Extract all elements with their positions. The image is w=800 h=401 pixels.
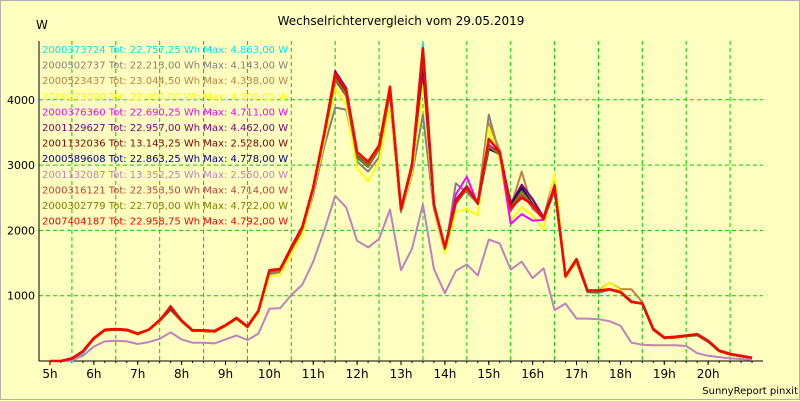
x-tick-label: 16h	[521, 367, 544, 381]
legend-entry: 2007404187 Tot: 22.958,75 Wh Max: 4.792,…	[42, 217, 288, 228]
x-tick-label: 17h	[565, 367, 588, 381]
y-tick-label: 3000	[7, 159, 35, 172]
y-tick-label: 4000	[7, 94, 35, 107]
x-tick-label: 6h	[86, 367, 101, 381]
y-tick-label: 1000	[7, 290, 35, 303]
legend-entry: 2000373000 Tot: 22.000,00 Wh Max: 4.200,…	[42, 92, 288, 103]
legend-entry: 2000373724 Tot: 22.757,25 Wh Max: 4.863,…	[42, 45, 288, 56]
series-line-2007404187	[50, 46, 753, 363]
x-tick-label: 8h	[174, 367, 189, 381]
legend-entry: 2000589608 Tot: 22.863,25 Wh Max: 4.778,…	[42, 154, 288, 165]
legend-entry: 2000523437 Tot: 23.044,50 Wh Max: 4.338,…	[42, 76, 288, 87]
x-tick-label: 12h	[346, 367, 369, 381]
x-tick-label: 13h	[390, 367, 413, 381]
x-tick-label: 5h	[42, 367, 57, 381]
legend-entry: 2001129627 Tot: 22.957,00 Wh Max: 4.462,…	[42, 123, 288, 134]
x-tick-label: 11h	[302, 367, 325, 381]
chart-title: Wechselrichtervergleich vom 29.05.2019	[278, 14, 525, 28]
x-tick-label: 18h	[609, 367, 632, 381]
legend-entry: 2000316121 Tot: 22.353,50 Wh Max: 4.714,…	[42, 185, 288, 196]
x-tick-label: 20h	[697, 367, 720, 381]
legend-entry: 2001132036 Tot: 13.143,25 Wh Max: 2.528,…	[42, 139, 288, 150]
x-tick-label: 9h	[218, 367, 233, 381]
legend-entry: 2000302779 Tot: 22.703,00 Wh Max: 4.722,…	[42, 201, 288, 212]
legend-entry: 2000376360 Tot: 22.690,25 Wh Max: 4.711,…	[42, 107, 288, 118]
x-tick-label: 7h	[130, 367, 145, 381]
footer-text: SunnyReport pinxit	[702, 386, 798, 397]
x-tick-label: 19h	[653, 367, 676, 381]
legend-entry: 2001132087 Tot: 13.352,25 Wh Max: 2.550,…	[42, 170, 288, 181]
x-tick-label: 10h	[258, 367, 281, 381]
y-axis-label: W	[36, 18, 48, 32]
x-tick-label: 15h	[477, 367, 500, 381]
series-line-2001132087	[50, 194, 753, 362]
x-tick-label: 14h	[433, 367, 456, 381]
y-tick-label: 2000	[7, 224, 35, 237]
legend-entry: 2000502737 Tot: 22.213,00 Wh Max: 4.143,…	[42, 61, 288, 72]
